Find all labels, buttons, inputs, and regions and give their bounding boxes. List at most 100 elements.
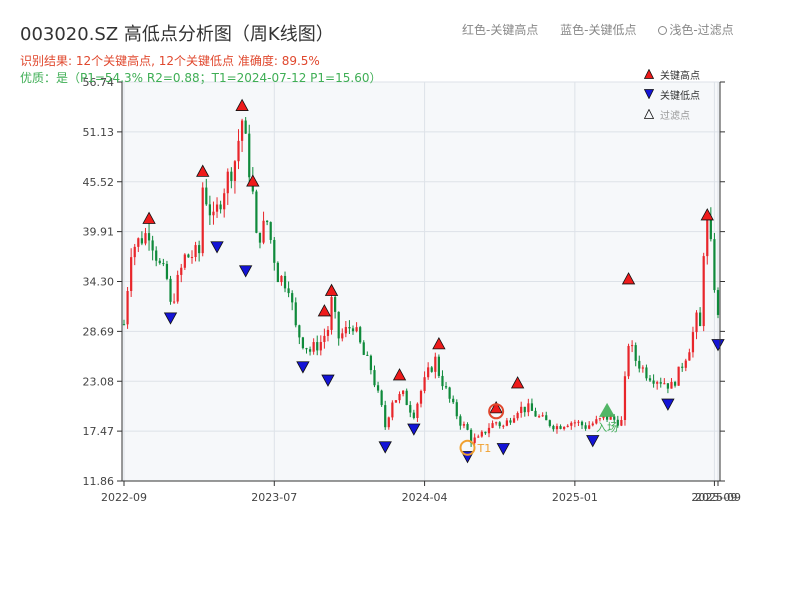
candle-body: [316, 342, 319, 351]
triangle-outline-icon: [644, 109, 654, 119]
candle-body: [455, 402, 458, 417]
axes: 56.74 51.13 45.52 39.91 34.30 28.69 23.08 17.47…: [83, 76, 741, 504]
candle-body: [509, 420, 512, 423]
candle-body: [369, 355, 373, 371]
candle-body: [434, 356, 437, 372]
candle-body: [577, 421, 580, 423]
y-tick-label: 23.08: [83, 375, 115, 388]
candle-body: [419, 390, 423, 404]
candle-body: [416, 403, 419, 418]
candle-body: [376, 385, 380, 391]
candle-body: [623, 376, 627, 420]
candle-body: [394, 400, 398, 403]
candle-body: [223, 193, 226, 210]
candle-body: [466, 424, 469, 430]
key-high-marker: [324, 283, 339, 296]
triangle-up-icon: [644, 69, 654, 79]
candle-body: [631, 345, 634, 347]
candle-body: [269, 222, 272, 240]
candle-body: [258, 232, 262, 243]
candle-body: [548, 420, 551, 426]
candle-body: [319, 341, 322, 351]
candle-body: [219, 204, 222, 210]
candle-body: [248, 133, 251, 178]
y-tick-label: 11.86: [83, 475, 115, 488]
candle-body: [616, 419, 619, 426]
legend-key-low: 关键低点: [644, 84, 700, 104]
candle-body: [605, 416, 609, 420]
key-high-marker: [317, 304, 332, 317]
candle-body: [355, 327, 358, 332]
candle-body: [595, 419, 598, 424]
key-low-marker: [407, 423, 421, 436]
candle-body: [688, 352, 691, 361]
x-tick-label: 2025-09: [691, 491, 737, 504]
key-high-marker: [196, 164, 210, 177]
key-high-marker: [489, 401, 503, 414]
y-tick-label: 51.13: [83, 126, 115, 139]
result-summary: 识别结果: 12个关键高点, 12个关键低点 准确度: 89.5%: [20, 54, 320, 68]
candle-body: [684, 360, 687, 368]
candle-body: [437, 356, 441, 376]
candle-body: [162, 263, 165, 265]
candle-body: [130, 257, 133, 291]
candle-body: [480, 431, 483, 437]
key-low-marker: [296, 361, 310, 374]
candle-body: [627, 345, 630, 377]
triangle-down-icon: [644, 89, 654, 99]
candle-body: [244, 120, 247, 134]
quality-summary: 优质：是（P1=54.3% R2=0.88；T1=2024-07-12 P1=1…: [20, 71, 382, 85]
candle-body: [484, 431, 487, 434]
candle-body: [566, 425, 569, 427]
candle-body: [469, 429, 473, 443]
legend-key-high-label: 关键高点: [660, 70, 700, 82]
candle-body: [201, 187, 204, 254]
candle-body: [255, 191, 258, 233]
candle-body: [147, 233, 151, 241]
candle-body: [144, 233, 147, 244]
x-tick-label: 2022-09: [101, 491, 147, 504]
candle-body: [477, 436, 480, 438]
candle-body: [280, 275, 283, 283]
candle-body: [337, 311, 340, 339]
candle-body: [641, 367, 644, 369]
candle-body: [530, 403, 534, 411]
candle-body: [659, 382, 662, 384]
candle-body: [527, 403, 530, 413]
candle-body: [713, 239, 716, 291]
x-tick-label: 2025-09: [695, 491, 741, 504]
candle-body: [172, 301, 176, 303]
candle-body: [412, 412, 415, 418]
key-low-marker: [496, 443, 510, 456]
candle-body: [387, 417, 390, 428]
candle-body: [137, 238, 140, 247]
entry-label: 入场: [596, 420, 618, 434]
candle-body: [158, 260, 161, 264]
candle-body: [283, 275, 287, 289]
candle-body: [691, 332, 695, 353]
candle-body: [598, 418, 602, 420]
key-low-marker: [210, 241, 224, 254]
y-tick-label: 39.91: [83, 226, 115, 239]
key-high-marker: [432, 337, 446, 350]
candle-body: [505, 420, 508, 426]
candle-body: [198, 245, 201, 254]
key-high-marker: [392, 368, 407, 381]
candle-body: [520, 406, 523, 414]
candle-body: [359, 327, 362, 343]
legend-key-high: 关键高点: [644, 64, 700, 84]
candle-body: [681, 366, 684, 368]
candle-body: [323, 335, 326, 342]
candle-body: [573, 422, 576, 424]
candle-body: [448, 387, 451, 399]
y-tick-label: 17.47: [83, 425, 115, 438]
legend-light-text: 浅色-过滤点: [669, 23, 734, 37]
candle-body: [190, 257, 194, 259]
y-tick-label: 45.52: [83, 176, 115, 189]
candle-body: [351, 328, 355, 332]
key-high-marker: [235, 98, 249, 111]
candle-body: [366, 354, 369, 356]
candle-body: [491, 423, 494, 428]
candle-body: [459, 416, 462, 426]
